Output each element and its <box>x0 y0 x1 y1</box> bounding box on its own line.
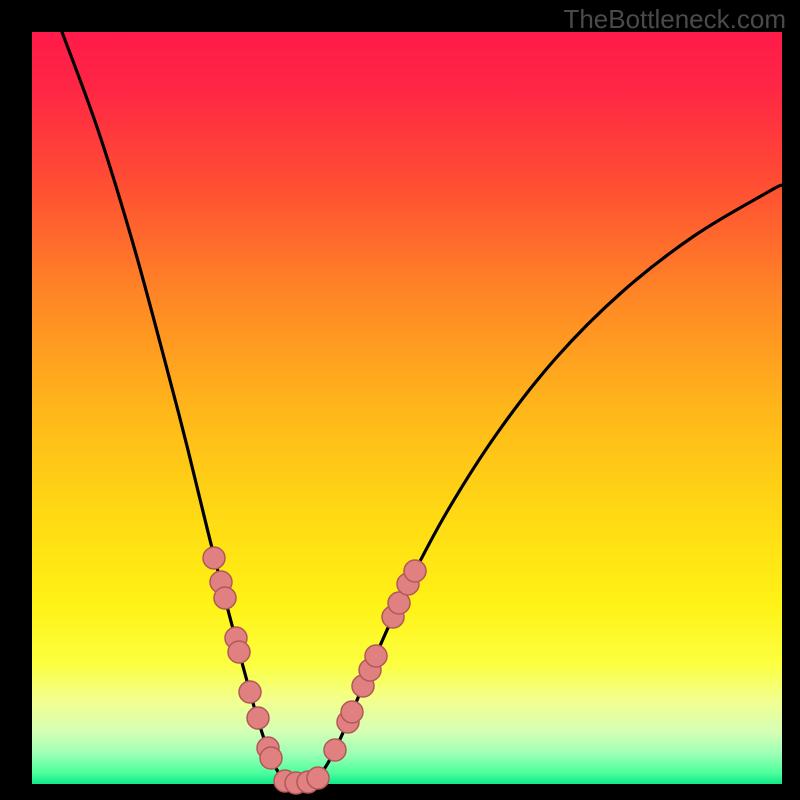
marker-point <box>307 767 329 789</box>
marker-point <box>324 739 346 761</box>
marker-point <box>203 547 225 569</box>
curve-right-branch <box>310 185 782 783</box>
marker-point <box>404 560 426 582</box>
marker-point <box>365 645 387 667</box>
marker-point <box>228 641 250 663</box>
marker-point <box>214 587 236 609</box>
marker-point <box>247 707 269 729</box>
marker-point <box>341 701 363 723</box>
marker-group <box>203 547 426 794</box>
watermark: TheBottleneck.com <box>563 4 786 35</box>
curve-left-branch <box>62 32 290 783</box>
marker-point <box>260 747 282 769</box>
marker-point <box>239 681 261 703</box>
chart-svg <box>0 0 800 800</box>
